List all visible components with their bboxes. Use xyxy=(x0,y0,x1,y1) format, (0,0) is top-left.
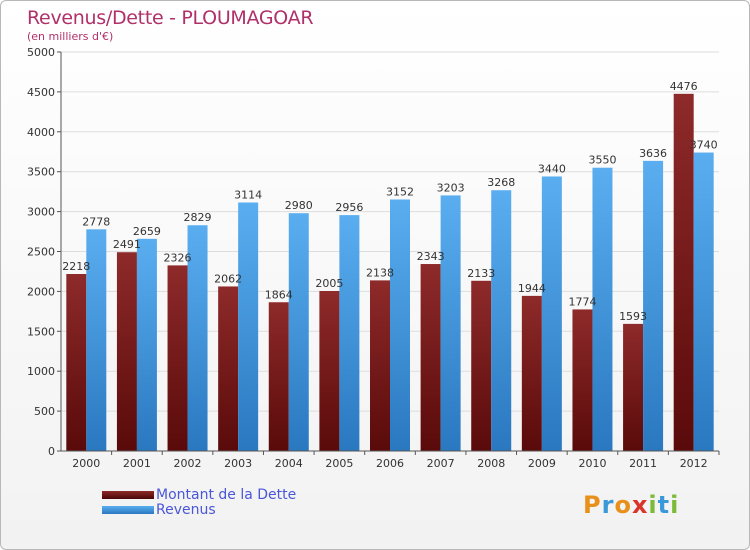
logo-letter: P xyxy=(583,491,602,519)
bar-dette xyxy=(66,274,87,451)
legend-swatch-dette xyxy=(102,491,154,499)
data-label-revenus: 3152 xyxy=(386,185,414,198)
data-label-dette: 2133 xyxy=(467,267,495,280)
x-tick-label: 2002 xyxy=(174,457,202,470)
data-label-revenus: 2956 xyxy=(335,201,363,214)
x-tick-label: 2010 xyxy=(578,457,606,470)
data-label-revenus: 3440 xyxy=(538,162,566,175)
x-tick-label: 2009 xyxy=(528,457,556,470)
data-label-dette: 2218 xyxy=(62,260,90,273)
data-label-dette: 1864 xyxy=(265,288,293,301)
data-label-revenus: 3203 xyxy=(437,181,465,194)
logo-letter: r xyxy=(601,491,615,519)
data-label-revenus: 2980 xyxy=(285,199,313,212)
legend-label-revenus: Revenus xyxy=(156,502,216,518)
data-label-dette: 2343 xyxy=(417,250,445,263)
x-tick-label: 2011 xyxy=(629,457,657,470)
x-tick-label: 2007 xyxy=(427,457,455,470)
chart-subtitle: (en milliers d'€) xyxy=(27,30,114,43)
bar-revenus xyxy=(643,160,664,451)
y-tick-label: 1000 xyxy=(27,365,55,378)
bar-dette xyxy=(420,264,441,451)
x-tick-label: 2005 xyxy=(325,457,353,470)
y-tick-label: 2000 xyxy=(27,285,55,298)
bar-revenus xyxy=(339,215,360,451)
x-tick-label: 2001 xyxy=(123,457,151,470)
bar-revenus xyxy=(541,176,562,451)
logo-letter: o xyxy=(614,491,632,519)
bar-revenus xyxy=(238,202,259,451)
proxiti-logo: Proxiti xyxy=(583,491,679,519)
bar-revenus xyxy=(136,238,157,451)
legend-label-dette: Montant de la Dette xyxy=(156,487,297,503)
chart-title: Revenus/Dette - PLOUMAGOAR xyxy=(27,7,314,29)
logo-letter: i xyxy=(648,491,658,519)
bar-revenus xyxy=(187,225,208,451)
x-tick-label: 2006 xyxy=(376,457,404,470)
data-label-dette: 2062 xyxy=(214,272,242,285)
legend-item-revenus: Revenus xyxy=(102,502,216,518)
data-label-dette: 1774 xyxy=(568,295,596,308)
bar-revenus xyxy=(440,195,461,451)
bar-dette xyxy=(673,93,694,452)
logo-letter: i xyxy=(670,491,680,519)
data-label-dette: 2326 xyxy=(164,251,192,264)
legend-item-dette: Montant de la Dette xyxy=(102,487,296,503)
bar-dette xyxy=(167,265,188,451)
y-tick-label: 4000 xyxy=(27,126,55,139)
data-label-dette: 2138 xyxy=(366,266,394,279)
data-label-revenus: 3740 xyxy=(690,139,718,152)
y-tick-label: 4500 xyxy=(27,86,55,99)
bar-dette xyxy=(268,302,289,451)
y-tick-label: 500 xyxy=(34,405,55,418)
y-tick-label: 3500 xyxy=(27,166,55,179)
bar-revenus xyxy=(693,152,714,451)
bar-revenus xyxy=(491,190,512,451)
bar-dette xyxy=(471,280,492,451)
bar-dette xyxy=(623,323,644,451)
bar-dette xyxy=(116,252,137,451)
x-tick-label: 2012 xyxy=(680,457,708,470)
y-tick-label: 1500 xyxy=(27,325,55,338)
bar-dette xyxy=(319,291,340,451)
y-tick-label: 2500 xyxy=(27,246,55,259)
bars-group xyxy=(66,93,714,452)
x-tick-label: 2004 xyxy=(275,457,303,470)
x-tick-label: 2003 xyxy=(224,457,252,470)
data-label-revenus: 3636 xyxy=(639,147,667,160)
y-tick-label: 3000 xyxy=(27,206,55,219)
y-tick-label: 0 xyxy=(48,445,55,458)
x-tick-label: 2008 xyxy=(477,457,505,470)
bar-dette xyxy=(521,295,542,451)
bar-revenus xyxy=(86,229,107,451)
data-label-dette: 2005 xyxy=(315,277,343,290)
data-label-dette: 4476 xyxy=(670,80,698,93)
legend-swatch-revenus xyxy=(102,506,154,514)
y-tick-label: 5000 xyxy=(27,46,55,59)
data-label-revenus: 2829 xyxy=(184,211,212,224)
bar-dette xyxy=(572,309,593,451)
bar-dette xyxy=(218,286,239,451)
bar-revenus xyxy=(390,199,410,451)
data-label-dette: 1944 xyxy=(518,282,546,295)
bar-dette xyxy=(370,280,390,451)
bar-revenus xyxy=(288,213,309,451)
axes: 0 500 1000 1500 2000 2500 3000 3500 4000 4500 5000… xyxy=(27,46,720,470)
data-label-dette: 2491 xyxy=(113,238,141,251)
data-label-revenus: 2659 xyxy=(133,225,161,238)
data-label-revenus: 2778 xyxy=(82,215,110,228)
logo-letter: x xyxy=(631,491,649,519)
data-label-revenus: 3550 xyxy=(588,154,616,167)
x-tick-label: 2000 xyxy=(72,457,100,470)
data-label-revenus: 3114 xyxy=(234,189,262,202)
logo-letter: t xyxy=(657,491,671,519)
bar-revenus xyxy=(592,167,613,451)
data-label-dette: 1593 xyxy=(619,310,647,323)
data-label-revenus: 3268 xyxy=(487,176,515,189)
